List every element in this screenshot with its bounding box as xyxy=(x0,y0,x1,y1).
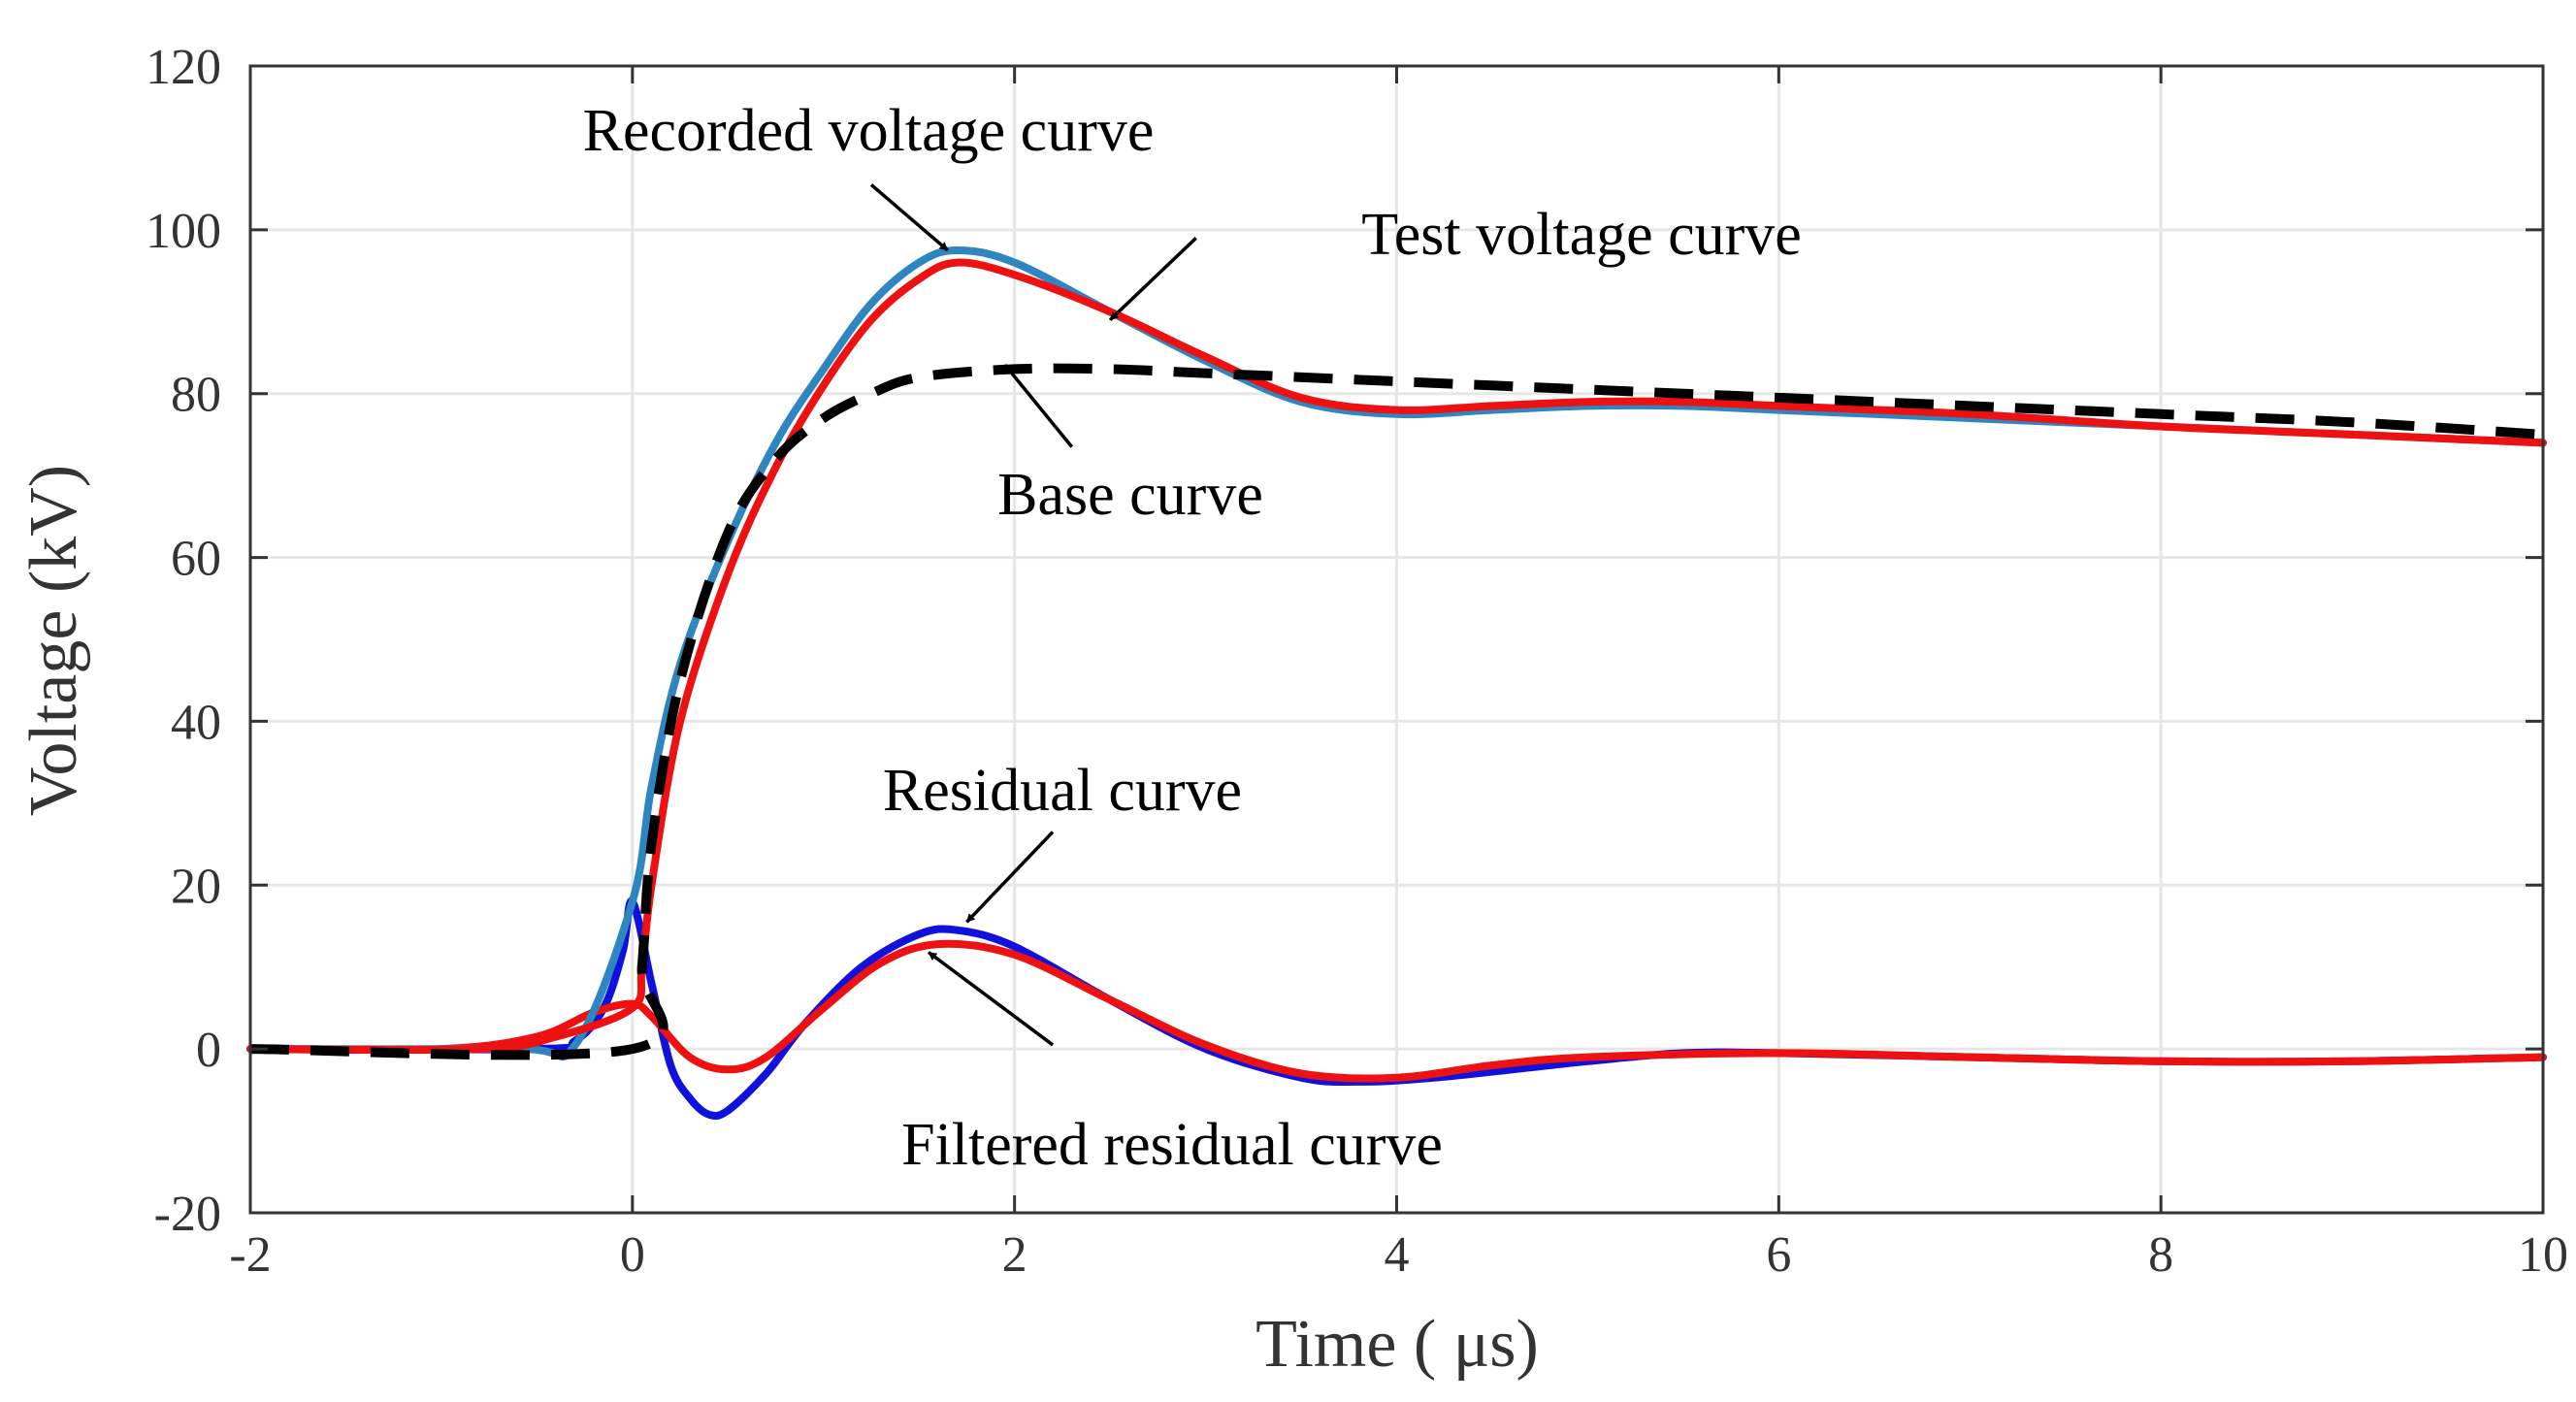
series-line-base-curve xyxy=(249,363,2544,1060)
x-tick-label: 6 xyxy=(1766,1227,1791,1283)
annotation-label-test-voltage-curve: Test voltage curve xyxy=(1361,202,1802,268)
series-layer xyxy=(246,246,2547,1121)
annotation-arrow-residual-curve xyxy=(965,831,1055,924)
x-tick-label: -2 xyxy=(229,1227,271,1283)
y-axis-title: Voltage (kV) xyxy=(16,465,91,816)
annotation-arrow-base-curve xyxy=(1003,364,1074,448)
x-axis-title: Time ( μs) xyxy=(1255,1307,1539,1382)
y-tick-label: 20 xyxy=(171,859,221,914)
y-tick-label: 80 xyxy=(171,368,221,423)
annotation-arrow-test-voltage-curve xyxy=(1108,237,1197,321)
annotation-label-base-curve: Base curve xyxy=(997,462,1263,528)
y-tick-label: 120 xyxy=(146,40,221,95)
y-tick-label: 40 xyxy=(171,695,221,750)
y-tick-label: 60 xyxy=(171,532,221,587)
annotation-arrow-filtered-residual-curve xyxy=(928,951,1055,1047)
x-tick-label: 2 xyxy=(1002,1227,1027,1283)
annotation-label-recorded-voltage-curve: Recorded voltage curve xyxy=(583,98,1155,164)
annotation-label-filtered-residual-curve: Filtered residual curve xyxy=(901,1112,1443,1178)
series-line-recorded-voltage-curve xyxy=(246,246,2547,1061)
annotation-label-residual-curve: Residual curve xyxy=(883,758,1242,824)
x-tick-label: 0 xyxy=(620,1227,645,1283)
annotation-arrow-recorded-voltage-curve xyxy=(869,183,949,252)
annotation-layer: Recorded voltage curve Test voltage curve… xyxy=(583,98,1802,1178)
y-tick-label: 100 xyxy=(146,204,221,259)
y-tick-label: -20 xyxy=(154,1187,221,1242)
y-tick-label: 0 xyxy=(196,1023,221,1078)
x-tick-label: 4 xyxy=(1385,1227,1410,1283)
x-tick-label: 10 xyxy=(2518,1227,2568,1283)
x-tick-label: 8 xyxy=(2148,1227,2173,1283)
